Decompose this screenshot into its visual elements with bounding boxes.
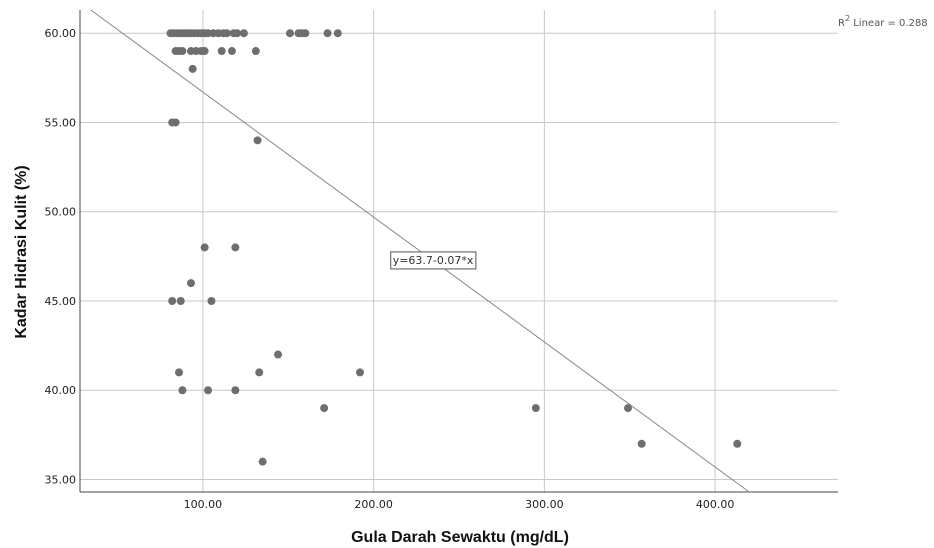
x-tick-label: 200.00 — [354, 498, 393, 511]
data-point — [204, 386, 213, 395]
y-tick-label: 60.00 — [45, 27, 77, 40]
data-point — [531, 404, 540, 413]
data-point — [231, 243, 240, 252]
y-tick-label: 50.00 — [45, 206, 77, 219]
r2-superscript: 2 — [845, 14, 850, 23]
data-point — [274, 350, 283, 359]
data-point — [175, 368, 184, 377]
data-points — [166, 29, 742, 466]
data-point — [188, 64, 197, 73]
data-point — [231, 386, 240, 395]
data-point — [207, 296, 216, 305]
data-point — [733, 439, 742, 448]
r2-label: R2 Linear = 0.288 — [838, 14, 928, 29]
data-point — [255, 368, 264, 377]
y-axis-label: Kadar Hidrasi Kulit (%) — [13, 165, 30, 338]
data-point — [624, 404, 633, 413]
data-point — [323, 29, 332, 38]
x-tick-label: 300.00 — [525, 498, 564, 511]
grid-lines — [80, 10, 838, 492]
data-point — [186, 279, 195, 288]
data-point — [258, 457, 267, 466]
data-point — [637, 439, 646, 448]
fit-line — [90, 9, 750, 493]
data-point — [171, 118, 180, 127]
data-point — [168, 296, 177, 305]
data-point — [251, 47, 260, 56]
data-point — [217, 47, 226, 56]
data-point — [222, 29, 231, 38]
data-point — [200, 243, 209, 252]
data-point — [178, 386, 187, 395]
data-point — [253, 136, 262, 145]
data-point — [200, 47, 209, 56]
data-point — [239, 29, 248, 38]
x-tick-label: 400.00 — [696, 498, 735, 511]
data-point — [301, 29, 310, 38]
data-point — [233, 29, 242, 38]
y-tick-label: 55.00 — [45, 116, 77, 129]
data-point — [178, 47, 187, 56]
equation-label: y=63.7-0.07*x — [393, 254, 474, 267]
y-tick-labels: 35.00 40.00 45.00 50.00 55.00 60.00 — [45, 27, 77, 486]
data-point — [355, 368, 364, 377]
y-tick-label: 35.00 — [45, 474, 77, 487]
x-tick-labels: 100.00 200.00 300.00 400.00 — [184, 498, 735, 511]
plot-frame — [79, 10, 838, 493]
data-point — [320, 404, 329, 413]
data-point — [333, 29, 342, 38]
data-point — [176, 296, 185, 305]
x-axis-label: Gula Darah Sewaktu (mg/dL) — [351, 529, 569, 546]
x-tick-label: 100.00 — [184, 498, 223, 511]
y-tick-label: 45.00 — [45, 295, 77, 308]
fit-line-group — [90, 9, 750, 493]
r2-value: Linear = 0.288 — [850, 18, 928, 29]
data-point — [227, 47, 236, 56]
y-tick-label: 40.00 — [45, 384, 77, 397]
data-point — [285, 29, 294, 38]
equation-box — [390, 251, 477, 270]
equation-annotation: y=63.7-0.07*x — [390, 251, 477, 270]
